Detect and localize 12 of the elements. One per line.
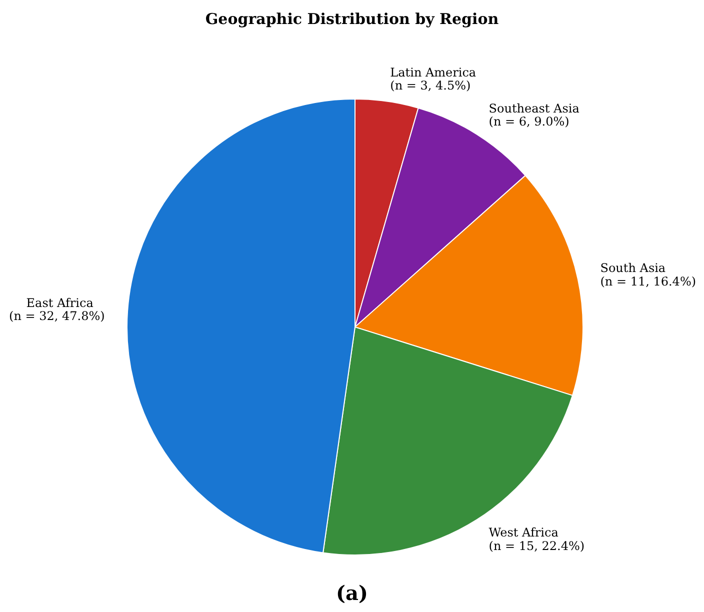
slice-label: South Asia — [600, 261, 666, 276]
slice-label: Latin America — [390, 65, 476, 80]
data-label: (n = 6, 9.0%) — [488, 114, 570, 129]
text: (a) — [336, 581, 368, 605]
slice-label: West Africa — [488, 526, 558, 540]
slice-label: Southeast Asia — [488, 101, 580, 116]
slice-label: East Africa — [26, 296, 94, 310]
data-label: (n = 11, 16.4%) — [600, 274, 696, 288]
data-label: (n = 15, 22.4%) — [488, 538, 585, 553]
data-label: (n = 32, 47.8%) — [9, 309, 105, 324]
data-label: (n = 3, 4.5%) — [390, 78, 471, 92]
chart-title: Geographic Distribution by Region — [205, 10, 499, 28]
